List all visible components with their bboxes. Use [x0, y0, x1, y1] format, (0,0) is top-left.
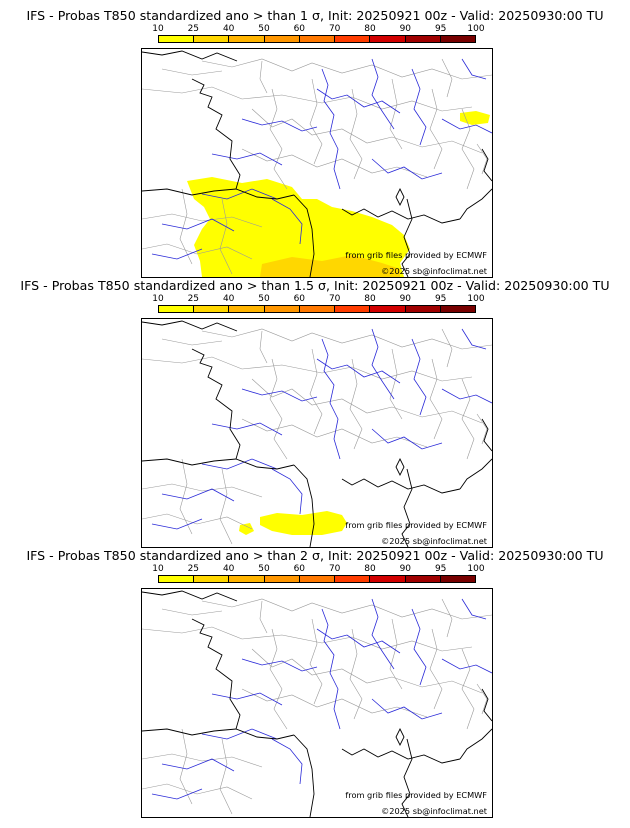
colorbar-tick: 95: [434, 24, 447, 34]
probability-map: from grib files provided by ECMWF ©2025 …: [141, 318, 493, 548]
colorbar-tick: 50: [258, 294, 270, 304]
colorbar-tick: 70: [328, 24, 341, 34]
colorbar-segment: [264, 306, 300, 312]
probability-map: from grib files provided by ECMWF ©2025 …: [141, 588, 493, 818]
map-panel-1: IFS - Probas T850 standardized ano > tha…: [0, 8, 630, 278]
colorbar-segment: [370, 36, 406, 42]
colorbar-segment: [440, 306, 475, 312]
colorbar-tick: 100: [467, 294, 485, 304]
colorbar-tick-labels: 10 25 40 50 60 70 80 90 95 100: [152, 24, 484, 35]
panel-title: IFS - Probas T850 standardized ano > tha…: [26, 8, 604, 23]
colorbar-segment: [229, 576, 265, 582]
probability-area-south: [187, 177, 410, 277]
colorbar-segment: [405, 36, 441, 42]
colorbar-segment: [264, 36, 300, 42]
colorbar-segment: [299, 306, 336, 312]
colorbar-tick: 70: [328, 564, 341, 574]
colorbar-segment: [370, 306, 406, 312]
colorbar: [158, 305, 476, 313]
panel-title: IFS - Probas T850 standardized ano > tha…: [20, 278, 610, 293]
map-canvas: [142, 320, 492, 547]
colorbar-tick: 10: [152, 24, 164, 34]
colorbar-segment: [194, 36, 230, 42]
colorbar-tick: 40: [222, 564, 235, 574]
colorbar-tick: 40: [222, 294, 235, 304]
colorbar-segment: [159, 36, 195, 42]
colorbar-tick: 80: [364, 24, 376, 34]
colorbar-tick: 95: [434, 294, 447, 304]
colorbar-segment: [264, 576, 300, 582]
colorbar-tick: 50: [258, 24, 270, 34]
colorbar-tick: 25: [187, 294, 200, 304]
map-canvas: [142, 590, 492, 817]
colorbar-segment: [370, 576, 406, 582]
colorbar-tick: 50: [258, 564, 270, 574]
colorbar-tick: 10: [152, 294, 164, 304]
colorbar-segment: [440, 576, 475, 582]
colorbar-tick: 80: [364, 294, 376, 304]
colorbar: [158, 35, 476, 43]
colorbar-segment: [299, 36, 336, 42]
colorbar-tick: 60: [293, 564, 306, 574]
colorbar-segment: [299, 576, 336, 582]
colorbar-tick: 10: [152, 564, 164, 574]
probability-area-small: [239, 523, 254, 535]
colorbar-segment: [194, 576, 230, 582]
colorbar-tick: 90: [399, 24, 412, 34]
probability-area-med: [260, 255, 400, 277]
colorbar-tick: 40: [222, 24, 235, 34]
source-credit: from grib files provided by ECMWF: [345, 250, 487, 260]
colorbar-tick: 70: [328, 294, 341, 304]
colorbar-segment: [335, 576, 371, 582]
colorbar-segment: [194, 306, 230, 312]
colorbar-segment: [405, 306, 441, 312]
colorbar-tick: 60: [293, 294, 306, 304]
colorbar-tick: 90: [399, 564, 412, 574]
map-panel-2: IFS - Probas T850 standardized ano > tha…: [0, 278, 630, 548]
source-credit: from grib files provided by ECMWF: [345, 520, 487, 530]
probability-areas: [187, 111, 490, 277]
panel-title: IFS - Probas T850 standardized ano > tha…: [26, 548, 604, 563]
probability-area-gulf: [260, 511, 347, 535]
copyright-credit: ©2025 sb@infoclimat.net: [381, 806, 487, 816]
probability-areas: [239, 511, 347, 535]
colorbar-segment: [159, 576, 195, 582]
copyright-credit: ©2025 sb@infoclimat.net: [381, 536, 487, 546]
colorbar-tick: 60: [293, 24, 306, 34]
colorbar-tick-labels: 10 25 40 50 60 70 80 90 95 100: [152, 294, 484, 305]
colorbar-segment: [159, 306, 195, 312]
map-panel-3: IFS - Probas T850 standardized ano > tha…: [0, 548, 630, 818]
colorbar-tick-labels: 10 25 40 50 60 70 80 90 95 100: [152, 564, 484, 575]
probability-area-northeast: [460, 111, 490, 125]
colorbar-segment: [335, 36, 371, 42]
colorbar-tick: 90: [399, 294, 412, 304]
probability-map: from grib files provided by ECMWF ©2025 …: [141, 48, 493, 278]
colorbar-tick: 100: [467, 24, 485, 34]
colorbar-tick: 100: [467, 564, 485, 574]
map-canvas: [142, 50, 492, 277]
copyright-credit: ©2025 sb@infoclimat.net: [381, 266, 487, 276]
colorbar-tick: 25: [187, 24, 200, 34]
colorbar-tick: 80: [364, 564, 376, 574]
colorbar: [158, 575, 476, 583]
colorbar-segment: [229, 36, 265, 42]
colorbar-segment: [229, 306, 265, 312]
source-credit: from grib files provided by ECMWF: [345, 790, 487, 800]
colorbar-tick: 25: [187, 564, 200, 574]
colorbar-segment: [440, 36, 475, 42]
colorbar-segment: [405, 576, 441, 582]
colorbar-tick: 95: [434, 564, 447, 574]
colorbar-segment: [335, 306, 371, 312]
